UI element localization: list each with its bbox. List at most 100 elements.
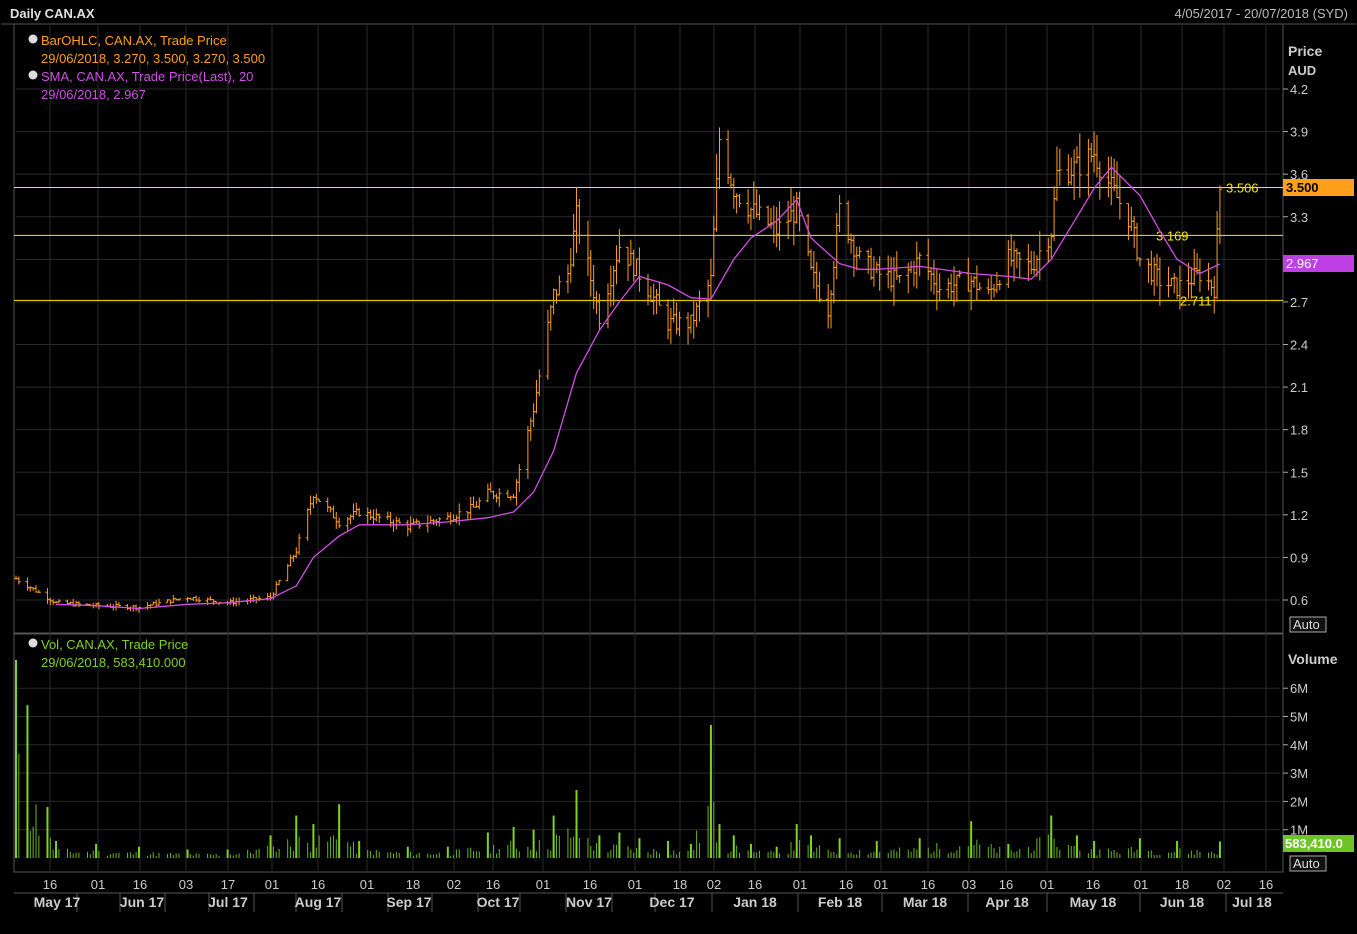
volume-bar[interactable] (26, 814, 28, 858)
volume-bar[interactable] (493, 844, 495, 858)
volume-bar[interactable] (1116, 852, 1118, 858)
ohlc-bar[interactable] (777, 201, 782, 251)
volume-bar[interactable] (853, 854, 855, 858)
volume-bar[interactable] (1138, 838, 1141, 858)
volume-bar[interactable] (839, 846, 841, 858)
ohlc-bar[interactable] (397, 517, 402, 524)
volume-bar[interactable] (95, 855, 97, 858)
volume-bar[interactable] (870, 852, 872, 858)
volume-bar[interactable] (773, 852, 775, 858)
volume-bars[interactable] (15, 659, 1221, 858)
volume-bar[interactable] (590, 846, 592, 858)
volume-bar[interactable] (15, 770, 17, 858)
volume-bar[interactable] (15, 659, 17, 858)
volume-bar[interactable] (135, 851, 137, 858)
ohlc-bar[interactable] (857, 246, 862, 259)
volume-bar[interactable] (1075, 835, 1078, 858)
volume-bar[interactable] (670, 854, 672, 858)
volume-bar[interactable] (327, 841, 329, 858)
ohlc-bar[interactable] (817, 271, 822, 303)
volume-bar[interactable] (1190, 850, 1192, 858)
volume-bar[interactable] (810, 835, 813, 858)
volume-bar[interactable] (232, 855, 234, 858)
volume-bar[interactable] (312, 851, 314, 858)
volume-bar[interactable] (218, 855, 220, 858)
volume-bar[interactable] (478, 851, 480, 858)
ohlc-bar[interactable] (977, 282, 982, 291)
volume-bar[interactable] (1050, 850, 1052, 858)
volume-bar[interactable] (58, 849, 60, 858)
volume-bar[interactable] (979, 844, 981, 858)
volume-bar[interactable] (127, 852, 129, 858)
volume-legend[interactable]: Vol, CAN.AX, Trade Price 29/06/2018, 583… (28, 637, 189, 670)
volume-bar[interactable] (475, 851, 477, 858)
volume-bar[interactable] (378, 851, 380, 858)
ohlc-bar[interactable] (1217, 185, 1222, 244)
volume-bar[interactable] (530, 849, 532, 858)
volume-bar[interactable] (1176, 852, 1178, 858)
volume-bar[interactable] (673, 850, 675, 858)
volume-bar[interactable] (576, 820, 578, 858)
volume-bar[interactable] (1110, 851, 1112, 858)
volume-bar[interactable] (893, 849, 895, 858)
volume-bar[interactable] (796, 849, 798, 858)
ohlc-bar[interactable] (877, 256, 882, 291)
ohlc-bar[interactable] (657, 281, 662, 306)
ohlc-bar[interactable] (337, 517, 342, 529)
volume-bar[interactable] (338, 847, 340, 858)
volume-bar[interactable] (990, 843, 992, 858)
ohlc-bar[interactable] (737, 194, 742, 208)
volume-bar[interactable] (759, 850, 761, 858)
volume-bar[interactable] (616, 844, 618, 858)
ohlc-bar[interactable] (917, 252, 922, 277)
volume-bar[interactable] (507, 844, 509, 858)
volume-bar[interactable] (1050, 815, 1053, 858)
volume-bar[interactable] (52, 849, 54, 858)
volume-bar[interactable] (498, 848, 500, 858)
ohlc-bar[interactable] (1197, 258, 1202, 292)
volume-bar[interactable] (407, 853, 409, 858)
volume-bar[interactable] (879, 852, 881, 858)
volume-bar[interactable] (830, 852, 832, 858)
volume-bar[interactable] (532, 829, 535, 858)
ohlc-bar[interactable] (1037, 231, 1042, 281)
volume-bar[interactable] (137, 846, 140, 858)
volume-bar[interactable] (398, 852, 400, 858)
volume-bar[interactable] (418, 852, 420, 858)
volume-bar[interactable] (573, 836, 575, 858)
volume-bar[interactable] (18, 753, 20, 858)
ohlc-bar[interactable] (156, 598, 161, 606)
volume-bar[interactable] (370, 851, 372, 858)
volume-bar[interactable] (689, 843, 692, 858)
volume-bar[interactable] (816, 847, 818, 858)
ohlc-bar[interactable] (177, 598, 182, 602)
volume-bar[interactable] (470, 847, 472, 858)
ohlc-bar[interactable] (797, 191, 802, 232)
volume-bar[interactable] (487, 842, 489, 858)
volume-bar[interactable] (1039, 837, 1041, 858)
volume-bar[interactable] (1087, 853, 1089, 858)
volume-bar[interactable] (1096, 855, 1098, 858)
volume-bar[interactable] (950, 852, 952, 858)
volume-bar[interactable] (129, 852, 131, 858)
volume-bar[interactable] (513, 843, 515, 858)
volume-bar[interactable] (687, 850, 689, 858)
volume-bar[interactable] (450, 855, 452, 858)
volume-bar[interactable] (187, 854, 189, 858)
volume-bar[interactable] (1019, 848, 1021, 858)
volume-bar[interactable] (473, 851, 475, 858)
volume-bar[interactable] (375, 850, 377, 858)
volume-bar[interactable] (392, 853, 394, 858)
ohlc-bar[interactable] (1077, 133, 1082, 198)
volume-bar[interactable] (347, 842, 349, 858)
volume-bar[interactable] (518, 851, 520, 858)
volume-bar[interactable] (1119, 854, 1121, 858)
volume-bar[interactable] (112, 853, 114, 858)
volume-bar[interactable] (875, 841, 878, 858)
volume-bar[interactable] (1107, 848, 1109, 858)
volume-bar[interactable] (999, 846, 1001, 858)
ohlc-bar[interactable] (937, 273, 942, 301)
volume-bar[interactable] (438, 852, 440, 858)
volume-bar[interactable] (458, 849, 460, 858)
volume-bar[interactable] (776, 856, 778, 858)
